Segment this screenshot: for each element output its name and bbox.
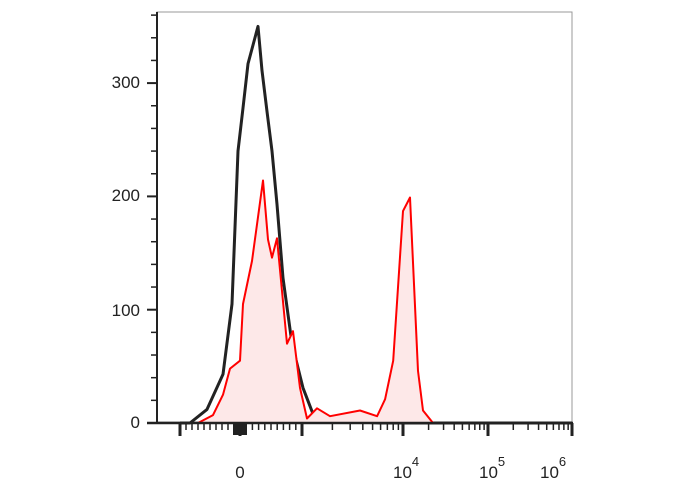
y-tick-label-300: 300: [112, 73, 140, 92]
series-1-line: [197, 179, 434, 424]
y-tick-label-0: 0: [131, 413, 140, 432]
plot-frame: [156, 11, 573, 423]
y-tick-label-200: 200: [112, 186, 140, 205]
x-zero-tick-cluster: [233, 423, 247, 435]
x-tick-label-0: 0: [235, 463, 244, 482]
x-tick-label-1e5: 105: [479, 454, 505, 482]
x-tick-label-1e4: 104: [393, 454, 419, 482]
y-tick-label-100: 100: [112, 301, 140, 320]
x-tick-label-1e6: 106: [540, 454, 566, 482]
series-1-fill: [198, 180, 434, 423]
